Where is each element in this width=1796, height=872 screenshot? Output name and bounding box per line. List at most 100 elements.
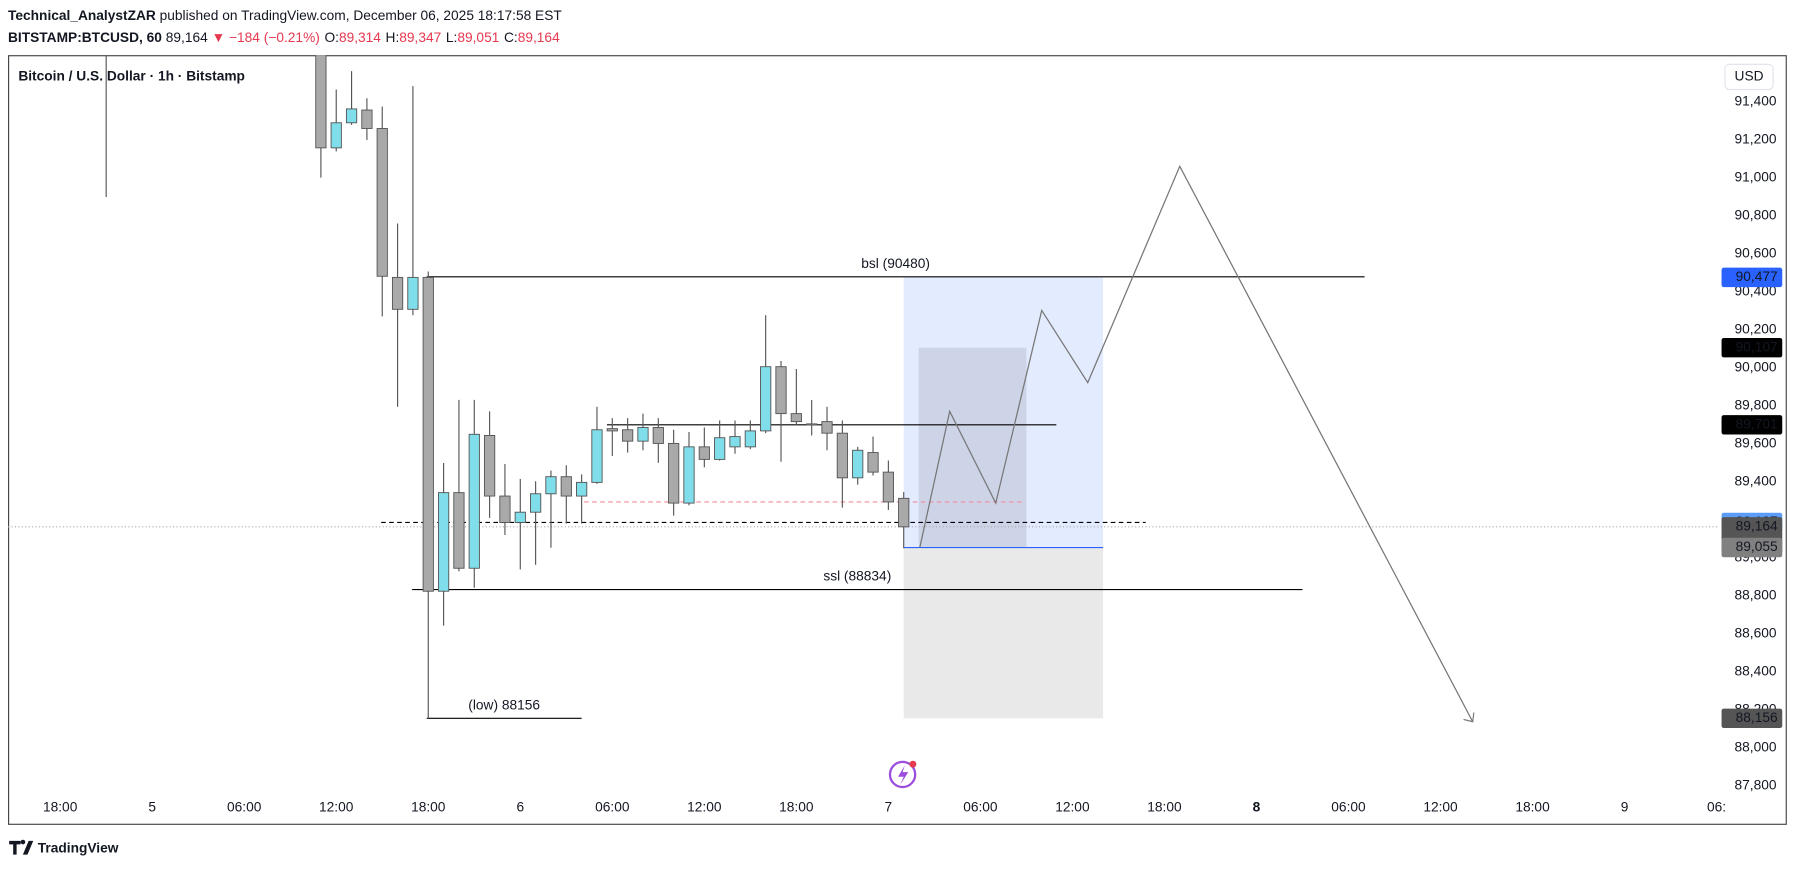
- candle-body: [714, 437, 726, 460]
- candle-body: [361, 109, 373, 129]
- candle-body: [622, 429, 634, 442]
- candle-body: [729, 436, 741, 448]
- price-marker-label: 90,477: [1736, 269, 1778, 284]
- candle-body: [821, 421, 833, 434]
- x-tick-label: 18:00: [779, 799, 814, 814]
- price-marker-label: 90,107: [1736, 339, 1778, 354]
- candle-body: [898, 497, 910, 528]
- y-tick-label: 91,400: [1735, 94, 1777, 109]
- stop-zone: [903, 547, 1104, 719]
- symbol-line: BITSTAMP:BTCUSD, 60 89,164 ▼ −184 (−0.21…: [8, 30, 560, 45]
- price-marker: [1721, 267, 1783, 288]
- x-tick-label: 7: [885, 799, 893, 814]
- chart-title: Bitcoin / U.S. Dollar · 1h · Bitstamp: [18, 69, 245, 84]
- candle-body: [882, 471, 894, 503]
- candle-body: [560, 476, 572, 497]
- x-tick-label: 06:00: [595, 799, 630, 814]
- x-tick-label: 9: [1621, 799, 1629, 814]
- axes: 87,80088,00088,20088,40088,60088,80089,0…: [43, 94, 1783, 814]
- currency[interactable]: USD: [1735, 69, 1764, 84]
- candle-body: [668, 442, 680, 504]
- candle-body: [606, 428, 618, 432]
- candle-body: [453, 492, 465, 569]
- x-tick-label: 06:00: [1331, 799, 1366, 814]
- x-tick-label: 12:00: [319, 799, 354, 814]
- candle-body: [545, 476, 557, 495]
- x-tick-label: 18:00: [1515, 799, 1550, 814]
- candle-body: [391, 276, 404, 310]
- symbol: BITSTAMP:BTCUSD, 60: [8, 30, 162, 45]
- published: published on TradingView.com, December 0…: [156, 8, 563, 23]
- y-tick-label: 90,600: [1735, 246, 1777, 261]
- candle-body: [683, 446, 695, 504]
- price-marker: [1721, 337, 1783, 358]
- candle-body: [345, 108, 358, 124]
- x-tick-label: 18:00: [411, 799, 446, 814]
- ohlc-value: 89,314: [339, 30, 381, 45]
- candle-body: [514, 511, 526, 523]
- ohlc-value: 89,164: [518, 30, 560, 45]
- price-marker-label: 88,156: [1736, 710, 1778, 725]
- ohlc-key: L:: [446, 30, 457, 45]
- y-tick-label: 88,600: [1735, 626, 1777, 641]
- y-tick-label: 88,400: [1735, 664, 1777, 679]
- x-tick-label: 06:00: [227, 799, 262, 814]
- x-tick-label: 06:00: [963, 799, 998, 814]
- author: Technical_AnalystZAR: [8, 8, 156, 23]
- x-tick-label: 18:00: [1147, 799, 1182, 814]
- candle-body: [330, 122, 342, 149]
- y-tick-label: 89,800: [1735, 398, 1777, 413]
- x-tick-label: 12:00: [1423, 799, 1458, 814]
- candle-body: [836, 432, 848, 479]
- projection-path: [919, 164, 1474, 723]
- x-tick-label: 18:00: [43, 799, 78, 814]
- candle-body: [422, 276, 434, 592]
- brand-logo: [9, 839, 34, 855]
- candle-body: [437, 492, 450, 592]
- candle-body: [499, 495, 511, 523]
- candle-body: [775, 366, 787, 415]
- candle-body: [576, 481, 588, 497]
- price-marker: [1721, 708, 1783, 729]
- candle-body: [852, 449, 864, 479]
- x-tick-label: 6: [516, 799, 524, 814]
- candle-body: [698, 446, 710, 460]
- x-tick-label: 5: [148, 799, 156, 814]
- x-tick-label: 12:00: [1055, 799, 1090, 814]
- x-tick-label: 06:: [1707, 799, 1726, 814]
- ohlc-value: 89,347: [399, 30, 441, 45]
- level-label: bsl (90480): [861, 256, 930, 271]
- y-tick-label: 87,800: [1735, 778, 1777, 793]
- y-tick-label: 90,800: [1735, 208, 1777, 223]
- chart-frame: [8, 55, 1787, 825]
- last: 89,164: [166, 30, 208, 45]
- candle-body: [760, 366, 772, 432]
- filled-zone: [918, 347, 1027, 548]
- plot-area: bsl (90480) ssl (88834) (low) 88156: [8, 55, 1719, 723]
- price-marker-label: 89,164: [1736, 518, 1778, 533]
- level-label: (low) 88156: [468, 697, 540, 712]
- y-tick-label: 90,200: [1735, 322, 1777, 337]
- candle-body: [744, 430, 756, 448]
- candle-body: [637, 427, 649, 442]
- ohlc-key: C:: [504, 30, 518, 45]
- candle-body: [806, 423, 818, 426]
- arrow-head: [1463, 712, 1475, 723]
- level-label: ssl (88834): [823, 569, 891, 584]
- y-tick-label: 89,400: [1735, 474, 1777, 489]
- y-tick-label: 89,600: [1735, 436, 1777, 451]
- price-marker: [1721, 537, 1783, 558]
- y-tick-label: 90,000: [1735, 360, 1777, 375]
- assistant-icon[interactable]: [888, 760, 917, 789]
- ohlc-key: H:: [386, 30, 400, 45]
- currency-button[interactable]: [1724, 63, 1774, 91]
- y-tick-label: 91,200: [1735, 132, 1777, 147]
- candle-body: [530, 493, 542, 513]
- ohlc-value: 89,051: [457, 30, 499, 45]
- candle-body: [315, 55, 327, 149]
- x-tick-label: 8: [1253, 799, 1261, 814]
- candle-body: [468, 433, 480, 569]
- y-tick-label: 88,800: [1735, 588, 1777, 603]
- ohlc-key: O:: [324, 30, 338, 45]
- y-tick-label: 91,000: [1735, 170, 1777, 185]
